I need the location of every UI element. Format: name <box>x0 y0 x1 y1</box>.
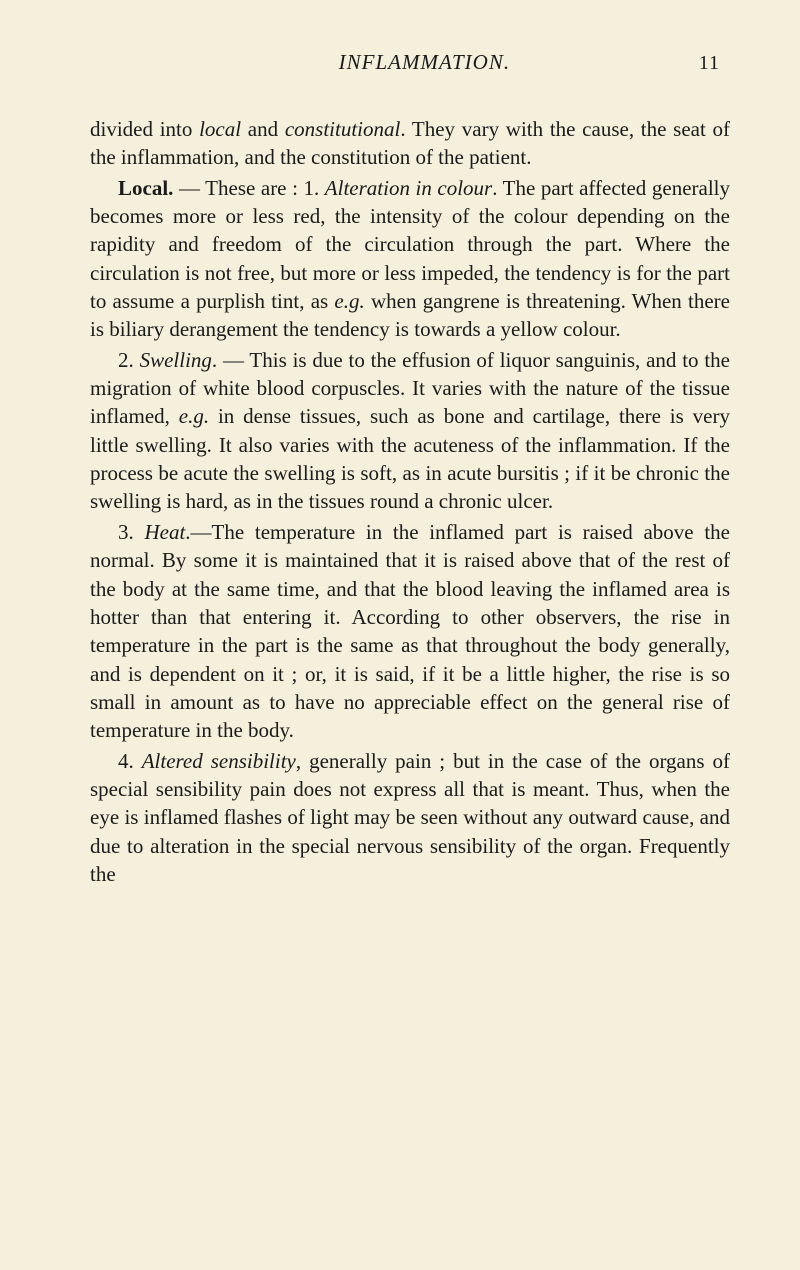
italic-altered: Altered sensibility <box>142 749 296 773</box>
text-span: 2. <box>118 348 140 372</box>
text-span: 3. <box>118 520 144 544</box>
italic-local: local <box>199 117 241 141</box>
body-text: divided into local and constitutional. T… <box>90 115 730 888</box>
text-span: — These are : 1. <box>173 176 324 200</box>
paragraph-2: Local. — These are : 1. Alteration in co… <box>90 174 730 344</box>
paragraph-5: 4. Altered sensibility, generally pain ;… <box>90 747 730 889</box>
text-span: divided into <box>90 117 199 141</box>
text-span: 4. <box>118 749 142 773</box>
italic-heat: Heat <box>144 520 185 544</box>
italic-swelling: Swelling <box>140 348 212 372</box>
paragraph-3: 2. Swelling. — This is due to the effusi… <box>90 346 730 516</box>
italic-constitutional: constitutional <box>285 117 401 141</box>
bold-local: Local. <box>118 176 173 200</box>
text-span: .—The temperature in the inflamed part i… <box>90 520 730 742</box>
italic-eg: e.g. <box>334 289 364 313</box>
italic-eg: e.g. <box>179 404 209 428</box>
paragraph-1: divided into local and constitutional. T… <box>90 115 730 172</box>
italic-alteration: Alteration in colour <box>325 176 492 200</box>
header-title: INFLAMMATION. <box>150 50 699 75</box>
paragraph-4: 3. Heat.—The temperature in the inflamed… <box>90 518 730 745</box>
page-header: INFLAMMATION. 11 <box>90 50 730 75</box>
text-span: and <box>241 117 285 141</box>
page-number: 11 <box>699 52 720 75</box>
